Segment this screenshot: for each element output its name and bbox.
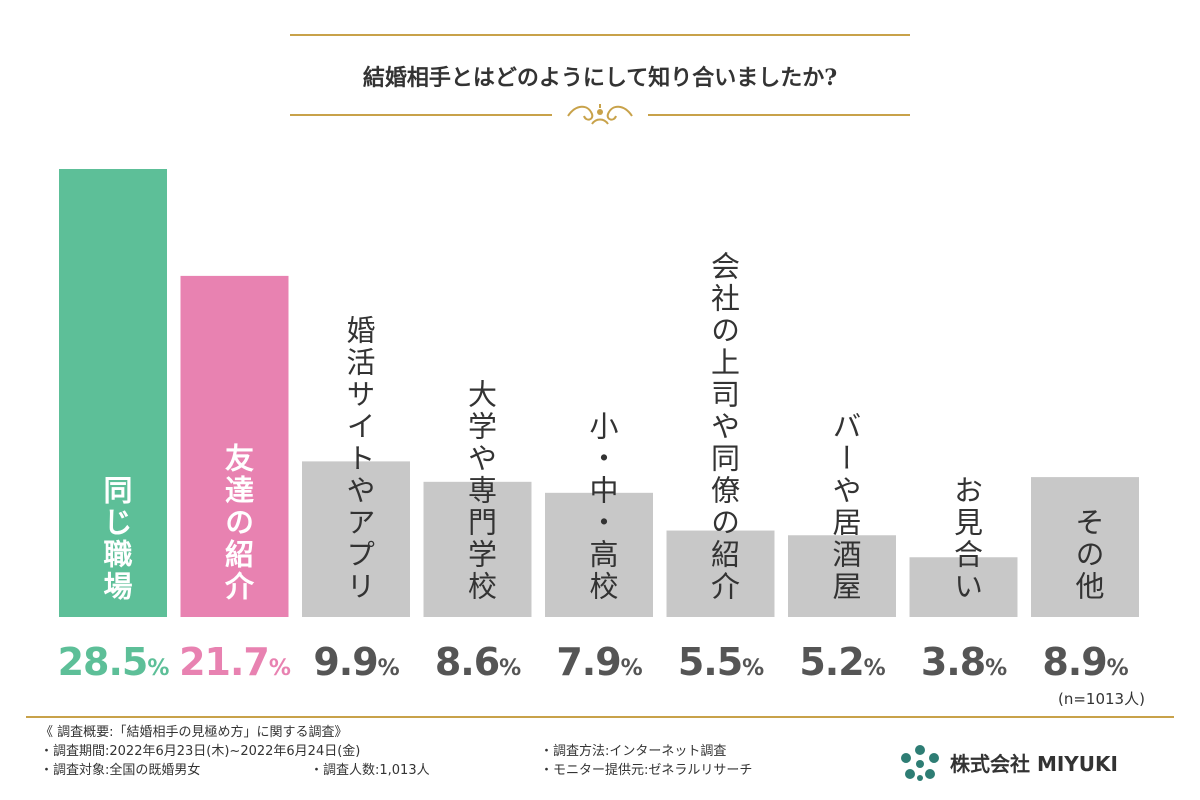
value-label-0: 28.5% [53, 640, 173, 684]
value-label-1: 21.7% [175, 640, 295, 684]
value-unit-2: % [377, 656, 400, 681]
brand-name: 株式会社 MIYUKI [950, 752, 1118, 776]
value-number-7: 3.8 [920, 640, 986, 684]
value-number-3: 8.6 [434, 640, 500, 684]
category-label-7: お見合い [949, 475, 984, 603]
sample-size-note: (n=1013人) [1058, 690, 1145, 708]
title-bottom-rule-right [648, 114, 910, 116]
bar-4 [545, 492, 653, 617]
value-unit-8: % [1106, 656, 1129, 681]
value-number-2: 9.9 [313, 640, 378, 684]
value-label-5: 5.5% [661, 640, 781, 684]
footer-rule [26, 716, 1174, 718]
value-label-4: 7.9% [539, 640, 659, 684]
survey-provider: ・モニター提供元:ゼネラルリサーチ [540, 763, 753, 778]
chart-title-block: 結婚相手とはどのようにして知り合いましたか? [290, 34, 910, 134]
bar-8 [1031, 477, 1139, 617]
ornament-icon [567, 104, 633, 125]
value-label-2: 9.9% [296, 640, 416, 684]
bar-7 [909, 557, 1018, 617]
category-label-4: 小・中・高校 [585, 411, 619, 603]
survey-summary: 《 調査概要:「結婚相手の見極め方」に関する調査》 [40, 725, 348, 740]
bar-2 [302, 461, 410, 617]
category-label-8: その他 [1071, 507, 1105, 603]
value-unit-0: % [147, 656, 169, 681]
value-number-4: 7.9 [556, 640, 621, 684]
survey-target: ・調査対象:全国の既婚男女 [40, 763, 201, 778]
bar-0 [59, 169, 167, 617]
value-unit-1: % [268, 656, 291, 681]
value-number-0: 28.5 [57, 640, 149, 684]
category-label-1: 友達の紹介 [220, 443, 255, 603]
value-label-3: 8.6% [418, 640, 538, 684]
bar-5 [666, 530, 775, 617]
value-unit-7: % [985, 656, 1007, 681]
value-label-7: 3.8% [904, 640, 1024, 684]
value-number-1: 21.7 [179, 640, 270, 684]
survey-period: ・調査期間:2022年6月23日(木)~2022年6月24日(金) [40, 744, 361, 759]
chart-title: 結婚相手とはどのようにして知り合いましたか? [362, 65, 838, 91]
bar-chart: 同じ職場 28.5% 友達の紹介 21.7% 婚活サイトやアプリ 9.9% 大学や専門学校 8… [53, 169, 1145, 684]
value-unit-4: % [620, 656, 643, 681]
bar-6 [788, 535, 896, 617]
value-number-6: 5.2 [799, 640, 864, 684]
title-top-rule [290, 34, 910, 36]
value-label-6: 5.2% [782, 640, 902, 684]
bar-3 [423, 481, 532, 617]
value-number-5: 5.5 [677, 640, 743, 684]
flower-dots-icon [901, 745, 939, 781]
category-label-6: バーや居酒屋 [828, 411, 862, 603]
survey-count: ・調査人数:1,013人 [310, 763, 430, 778]
category-label-3: 大学や専門学校 [463, 379, 498, 603]
value-number-8: 8.9 [1042, 640, 1107, 684]
bar-1 [180, 275, 289, 617]
category-label-2: 婚活サイトやアプリ [342, 315, 376, 603]
value-unit-6: % [863, 656, 886, 681]
bar-chart-plot [59, 169, 1139, 617]
value-label-8: 8.9% [1025, 640, 1145, 684]
title-bottom-rule-left [290, 114, 552, 116]
survey-method: ・調査方法:インターネット調査 [540, 744, 727, 759]
value-unit-3: % [499, 656, 521, 681]
category-label-5: 会社の上司や同僚の紹介 [706, 251, 741, 603]
value-unit-5: % [742, 656, 764, 681]
category-label-0: 同じ職場 [99, 475, 133, 603]
